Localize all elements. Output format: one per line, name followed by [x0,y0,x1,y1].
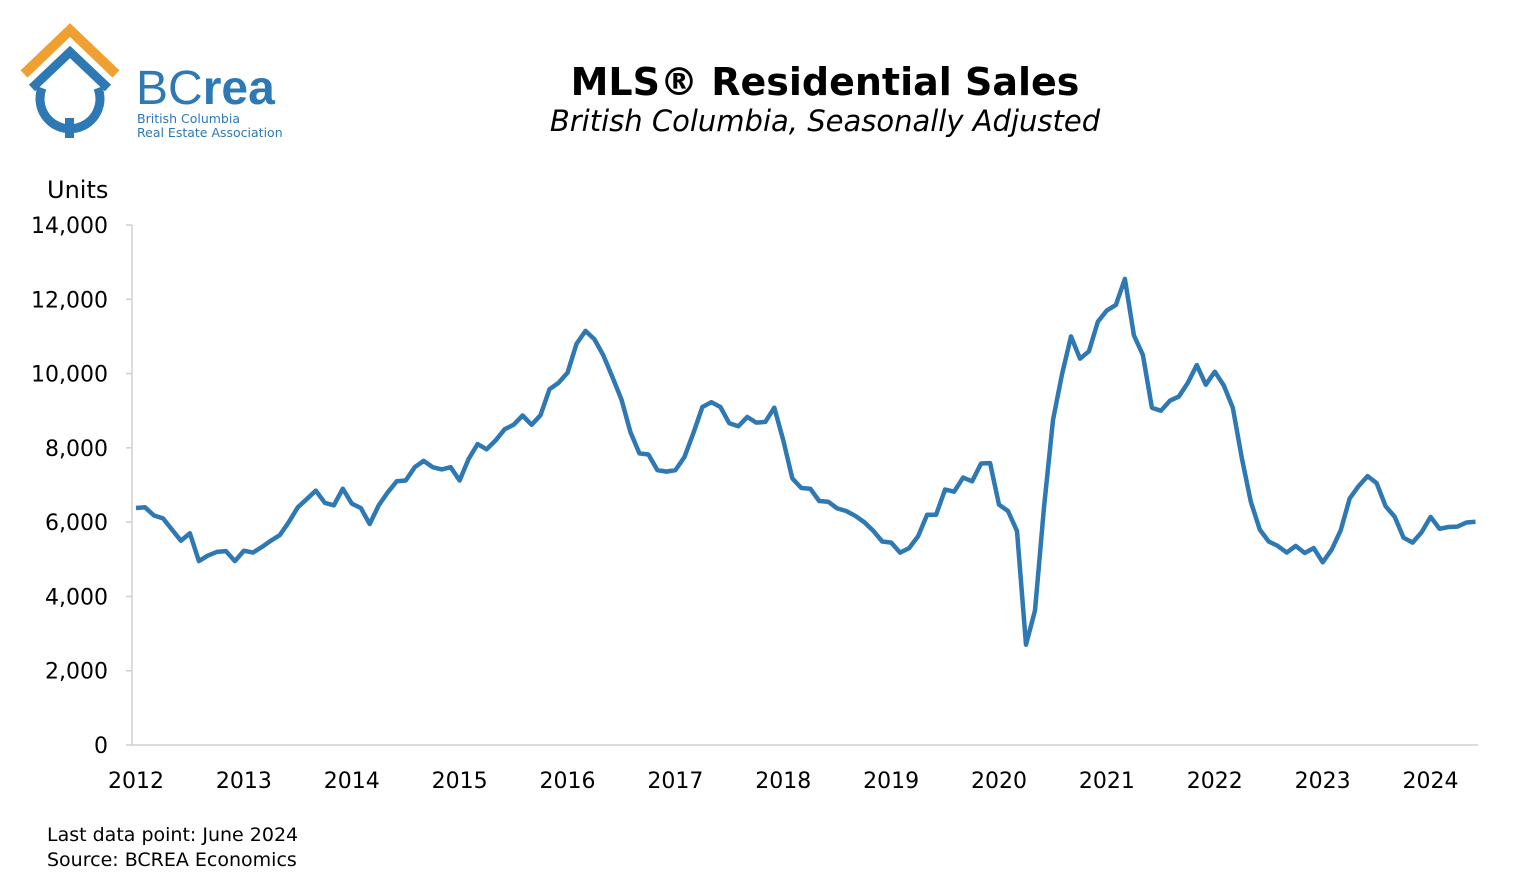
x-tick-label: 2019 [863,769,919,794]
x-tick-label: 2020 [971,769,1027,794]
y-axis-label: Units [47,176,108,204]
y-tick-label: 14,000 [31,214,108,239]
x-tick-label: 2022 [1187,769,1243,794]
x-tick-label: 2024 [1403,769,1459,794]
house-icon [20,23,120,138]
chart-subtitle: British Columbia, Seasonally Adjusted [549,104,1101,138]
y-tick-label: 6,000 [45,511,108,536]
y-tick-label: 8,000 [45,437,108,462]
bcrea-logo: BCrea British Columbia Real Estate Assoc… [20,23,283,140]
logo-line2: Real Estate Association [137,125,283,140]
x-tick-label: 2013 [216,769,272,794]
x-tick-label: 2016 [540,769,596,794]
source-note: Source: BCREA Economics [47,849,297,871]
x-tick-label: 2014 [324,769,380,794]
x-tick-label: 2012 [108,769,164,794]
logo-wordmark: BCrea [136,62,275,115]
y-tick-label: 10,000 [31,363,108,388]
x-tick-label: 2015 [432,769,488,794]
x-tick-label: 2021 [1079,769,1135,794]
y-tick-label: 4,000 [45,585,108,610]
chart-title: MLS® Residential Sales [570,60,1080,104]
y-tick-label: 12,000 [31,288,108,313]
y-tick-label: 2,000 [45,660,108,685]
x-tick-label: 2023 [1295,769,1351,794]
logo-line1: British Columbia [137,111,240,126]
x-tick-label: 2018 [755,769,811,794]
last-data-point-note: Last data point: June 2024 [47,824,299,846]
x-tick-label: 2017 [647,769,703,794]
series-line [135,276,1476,647]
y-tick-label: 0 [94,734,108,759]
